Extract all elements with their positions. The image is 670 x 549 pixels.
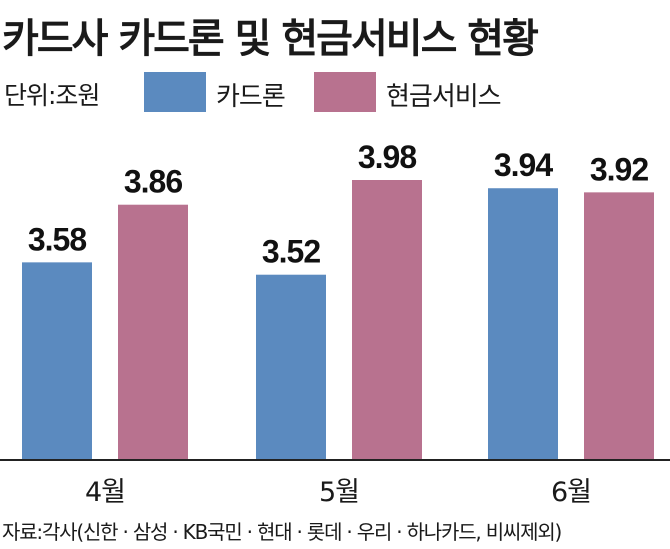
data-label-cash-service-2: 3.98 [358,139,416,175]
legend-swatch-cash-service [314,72,376,112]
unit-label: 단위:조원 [4,81,100,110]
chart-title: 카드사 카드론 및 현금서비스 현황 [2,16,539,62]
data-label-card-loan-2: 3.52 [262,234,320,270]
bar-cash-service-3 [584,192,654,460]
legend-row: 단위:조원 카드론 현금서비스 [4,70,664,114]
bar-chart: 3.58 3.86 4월 3.52 3.98 5월 3.94 3.92 6월 [0,139,670,508]
bar-cash-service-1 [118,204,188,460]
legend-swatch-card-loan [144,72,206,112]
category-label-2: 5월 [319,477,359,508]
category-label-3: 6월 [551,477,591,508]
bar-card-loan-1 [22,262,92,460]
data-label-cash-service-1: 3.86 [124,164,182,200]
category-label-1: 4월 [85,477,125,508]
bar-cash-service-2 [352,180,422,460]
data-label-card-loan-1: 3.58 [28,221,86,257]
bar-card-loan-2 [256,274,326,460]
bar-card-loan-3 [488,188,558,460]
data-label-cash-service-3: 3.92 [590,151,648,187]
source-note: 자료:각사(신한 · 삼성 · KB국민 · 현대 · 롯데 · 우리 · 하나… [2,520,562,544]
legend-label-card-loan: 카드론 [216,82,286,112]
data-label-card-loan-3: 3.94 [494,147,553,183]
legend-label-cash-service: 현금서비스 [386,82,502,112]
